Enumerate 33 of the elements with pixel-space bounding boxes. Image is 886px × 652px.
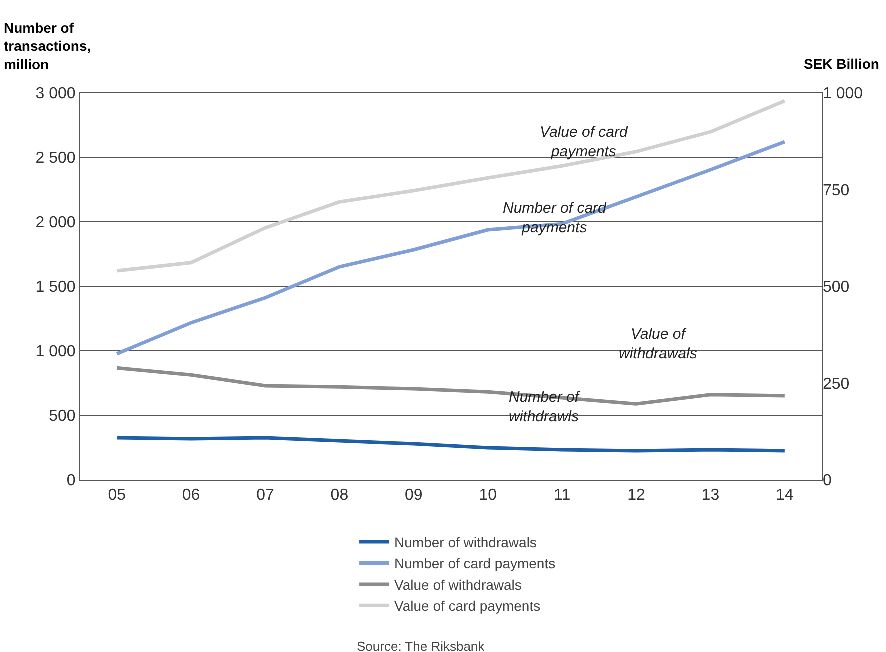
legend-label: Number of card payments bbox=[394, 556, 556, 572]
x-tick-label: 07 bbox=[256, 487, 274, 504]
x-tick-label: 09 bbox=[405, 487, 423, 504]
legend-label: Number of withdrawals bbox=[394, 534, 537, 550]
y2-tick-label: 500 bbox=[823, 279, 850, 296]
x-tick-label: 08 bbox=[330, 487, 349, 504]
line-series bbox=[115, 436, 787, 453]
legend-label: Value of card payments bbox=[394, 598, 541, 614]
source-note: Source: The Riksbank bbox=[357, 639, 486, 652]
y2-tick-label: 1 000 bbox=[823, 86, 864, 103]
y-tick-label: 500 bbox=[49, 408, 76, 426]
y2-axis-title: SEK Billion bbox=[804, 56, 880, 72]
x-tick-label: 05 bbox=[108, 487, 126, 504]
y-tick-label: 2 500 bbox=[36, 150, 76, 168]
x-tick-label: 10 bbox=[479, 487, 498, 504]
line-series bbox=[115, 366, 787, 406]
x-tick-label: 06 bbox=[182, 487, 200, 504]
annotation: Value of card payments bbox=[540, 124, 628, 160]
y-tick-label: 3 000 bbox=[36, 86, 76, 103]
line-series bbox=[115, 99, 787, 273]
y-tick-label: 1 500 bbox=[36, 279, 76, 296]
x-tick-label: 11 bbox=[554, 487, 571, 504]
x-tick-label: 13 bbox=[702, 487, 720, 504]
y-tick-label: 0 bbox=[66, 472, 76, 490]
y-tick-label: 1 000 bbox=[36, 344, 76, 361]
y-axis-title: Number of transactions, million bbox=[4, 20, 92, 72]
y2-tick-label: 750 bbox=[823, 182, 850, 200]
y2-tick-label: 0 bbox=[823, 472, 832, 490]
x-tick-label: 14 bbox=[776, 487, 794, 504]
y2-tick-label: 250 bbox=[823, 376, 850, 393]
x-tick-label: 12 bbox=[628, 487, 646, 504]
legend-label: Value of withdrawals bbox=[394, 576, 522, 593]
y-tick-label: 2 000 bbox=[36, 214, 76, 232]
